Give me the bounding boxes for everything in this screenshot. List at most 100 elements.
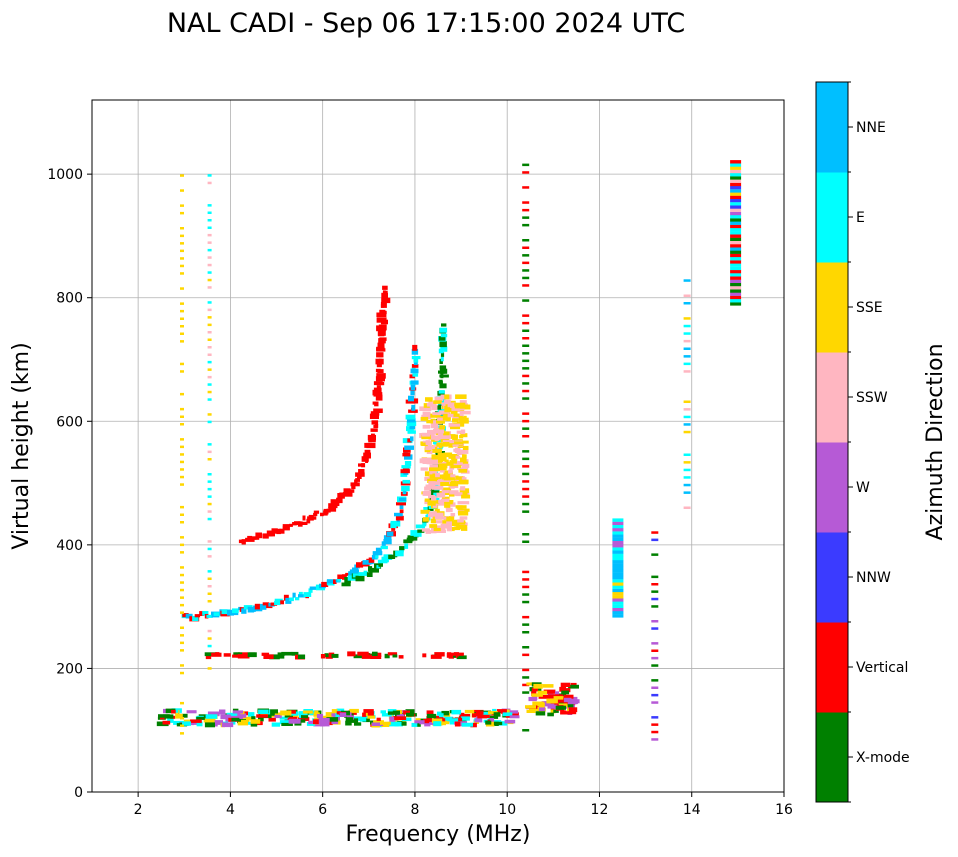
echo-mark <box>335 501 340 506</box>
y-tick-label: 600 <box>56 414 83 430</box>
echo-mark <box>568 707 578 713</box>
echo-mark <box>432 520 443 524</box>
echo-mark <box>180 671 184 675</box>
echo-mark <box>422 517 430 522</box>
echo-mark <box>207 644 212 648</box>
echo-mark <box>309 586 318 590</box>
echo-marks <box>156 160 742 741</box>
echo-mark <box>361 463 366 468</box>
echo-mark <box>683 347 691 350</box>
echo-mark <box>683 332 691 335</box>
echo-mark <box>180 234 184 238</box>
echo-mark <box>612 553 624 557</box>
echo-mark <box>207 263 212 267</box>
x-tick-label: 6 <box>318 802 327 818</box>
echo-mark <box>395 550 404 557</box>
echo-mark <box>336 497 343 504</box>
echo-mark <box>683 355 691 358</box>
echo-mark <box>470 722 477 728</box>
echo-mark <box>207 510 212 513</box>
echo-mark <box>522 397 530 400</box>
echo-mark <box>522 533 530 536</box>
echo-mark <box>426 710 434 715</box>
echo-mark <box>493 721 503 726</box>
echo-mark <box>289 523 293 527</box>
echo-mark <box>459 404 469 409</box>
echo-mark <box>371 555 378 560</box>
echo-mark <box>207 495 212 498</box>
echo-mark <box>371 433 375 438</box>
echo-mark <box>320 654 326 659</box>
echo-mark <box>380 710 386 714</box>
echo-mark <box>651 538 659 542</box>
echo-mark <box>421 434 431 440</box>
echo-mark <box>259 603 267 610</box>
echo-mark <box>376 373 386 379</box>
echo-mark <box>453 448 461 452</box>
echo-mark <box>461 722 473 727</box>
x-tick-label: 2 <box>134 802 143 818</box>
echo-mark <box>363 452 371 459</box>
echo-mark <box>412 344 418 351</box>
echo-mark <box>542 684 554 688</box>
echo-mark <box>730 282 742 287</box>
echo-mark <box>430 481 436 487</box>
echo-mark <box>331 713 336 717</box>
echo-mark <box>256 714 268 718</box>
echo-mark <box>474 718 483 723</box>
echo-mark <box>553 696 564 700</box>
echo-mark <box>439 713 444 718</box>
echo-mark <box>449 460 457 464</box>
echo-mark <box>612 547 624 551</box>
echo-mark <box>410 389 415 396</box>
echo-mark <box>213 612 222 616</box>
echo-mark <box>422 521 427 527</box>
echo-mark <box>207 338 212 341</box>
echo-mark <box>349 708 359 713</box>
echo-mark <box>373 387 382 393</box>
echo-mark <box>411 364 419 368</box>
echo-mark <box>450 425 461 430</box>
echo-mark <box>531 693 543 697</box>
echo-mark <box>406 421 417 426</box>
echo-mark <box>180 317 184 320</box>
echo-mark <box>445 507 453 513</box>
echo-mark <box>398 655 404 659</box>
echo-mark <box>683 279 691 282</box>
echo-mark <box>375 554 379 559</box>
echo-mark <box>507 710 519 714</box>
echo-mark <box>651 664 659 667</box>
echo-mark <box>423 719 433 724</box>
echo-mark <box>268 717 276 722</box>
echo-mark <box>458 479 469 484</box>
echo-mark <box>367 715 376 719</box>
echo-mark <box>430 518 436 524</box>
echo-mark <box>207 600 212 603</box>
echo-mark <box>242 716 253 721</box>
echo-mark <box>482 711 492 715</box>
echo-mark <box>460 716 470 721</box>
echo-mark <box>326 579 336 584</box>
echo-mark <box>283 594 289 601</box>
echo-mark <box>522 450 530 453</box>
echo-mark <box>439 365 447 370</box>
echo-mark <box>355 575 365 582</box>
echo-mark <box>350 482 360 487</box>
echo-mark <box>180 227 184 230</box>
echo-mark <box>563 697 572 703</box>
echo-mark <box>526 709 536 713</box>
echo-mark <box>417 529 425 533</box>
echo-mark <box>440 352 445 357</box>
echo-mark <box>485 720 492 725</box>
echo-mark <box>376 312 387 317</box>
echo-mark <box>207 301 212 304</box>
echo-mark <box>730 173 742 177</box>
echo-mark <box>404 445 414 450</box>
echo-mark <box>207 368 212 371</box>
echo-mark <box>211 652 222 657</box>
echo-mark <box>430 654 442 659</box>
echo-mark <box>391 527 396 531</box>
echo-mark <box>522 239 530 242</box>
echo-mark <box>207 204 212 207</box>
echo-mark <box>651 693 659 697</box>
